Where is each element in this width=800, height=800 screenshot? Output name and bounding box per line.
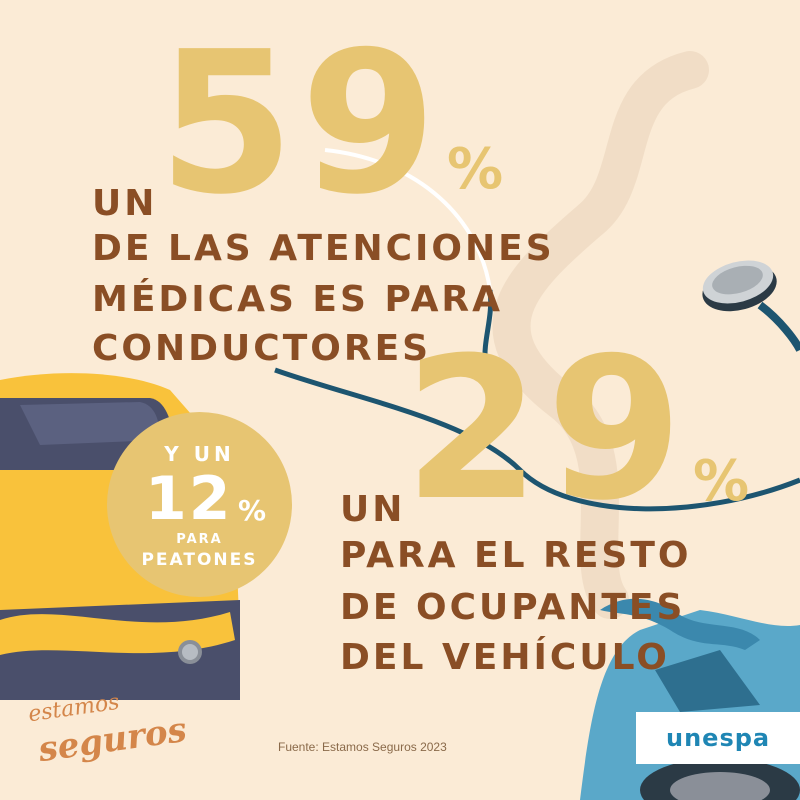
stat-primary-line-1: DE LAS ATENCIONES xyxy=(92,228,555,269)
stat-secondary-percent: % xyxy=(693,449,750,514)
stat-secondary-line-3: DEL VEHÍCULO xyxy=(340,637,670,678)
source-note: Fuente: Estamos Seguros 2023 xyxy=(278,740,447,754)
stethoscope-tube-right xyxy=(757,301,800,352)
stat-primary-prefix: UN xyxy=(92,183,158,224)
brand-logo-text: unespa xyxy=(666,724,771,752)
stat-secondary-line-1: PARA EL RESTO xyxy=(340,535,692,576)
stat-secondary-number: 29 xyxy=(404,316,689,544)
estamos-seguros-logo: estamos seguros xyxy=(20,690,189,780)
blue-car-illustration xyxy=(580,598,800,800)
stat-primary-line-2: MÉDICAS ES PARA xyxy=(92,279,504,320)
stethoscope-tube xyxy=(274,367,800,512)
stat-primary-line-3: CONDUCTORES xyxy=(92,328,432,369)
stethoscope-chestpiece-icon xyxy=(702,260,777,312)
stat-primary-number: 59 xyxy=(158,10,443,238)
pedestrian-badge: Y UN 12 % PARA PEATONES xyxy=(107,412,292,597)
stethoscope-white-tube xyxy=(324,148,492,291)
badge-intro: Y UN xyxy=(164,442,235,466)
stat-primary-percent: % xyxy=(447,137,504,202)
stat-secondary-line-2: DE OCUPANTES xyxy=(340,587,686,628)
badge-line-2: PEATONES xyxy=(141,550,258,570)
badge-number: 12 xyxy=(145,464,233,534)
badge-percent: % xyxy=(238,494,267,527)
unespa-logo: unespa xyxy=(636,712,800,764)
stat-secondary-prefix: UN xyxy=(340,489,406,530)
badge-line-1: PARA xyxy=(176,532,223,547)
